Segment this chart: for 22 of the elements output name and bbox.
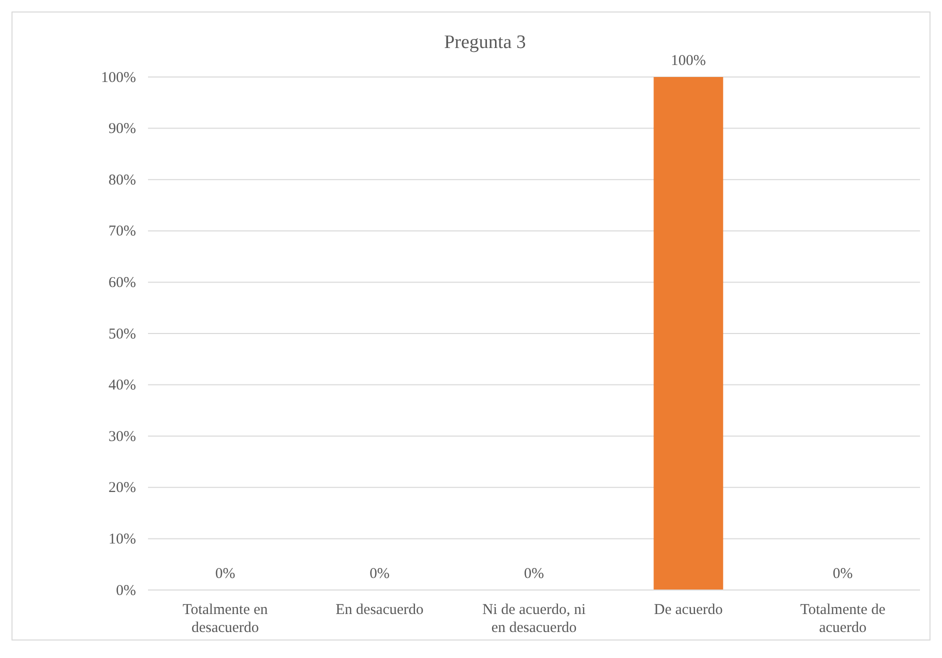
y-tick-label: 100% [101,70,136,86]
y-tick-label: 10% [108,532,136,548]
y-tick-label: 40% [108,378,136,394]
x-tick-label: Ni de acuerdo, ni en desacuerdo [482,602,586,636]
y-tick-label: 50% [108,326,136,342]
data-label: 0% [370,566,390,582]
y-tick-label: 20% [108,480,136,496]
y-tick-label: 90% [108,121,136,138]
data-label: 0% [215,566,236,582]
y-tick-label: 70% [108,224,136,240]
y-tick-label: 0% [116,582,136,599]
data-label: 0% [524,566,544,582]
y-tick-label: 80% [108,172,136,188]
chart-title: Pregunta 3 [444,32,526,53]
y-tick-label: 30% [108,428,136,445]
x-tick-label: Totalmente en desacuerdo [182,602,268,636]
data-label: 0% [832,566,853,582]
data-label: 100% [670,53,706,69]
x-tick-label: Totalmente de acuerdo [800,602,886,636]
x-tick-label: En desacuerdo [336,602,424,618]
y-tick-label: 60% [108,275,136,291]
x-tick-label: De acuerdo [654,602,723,618]
